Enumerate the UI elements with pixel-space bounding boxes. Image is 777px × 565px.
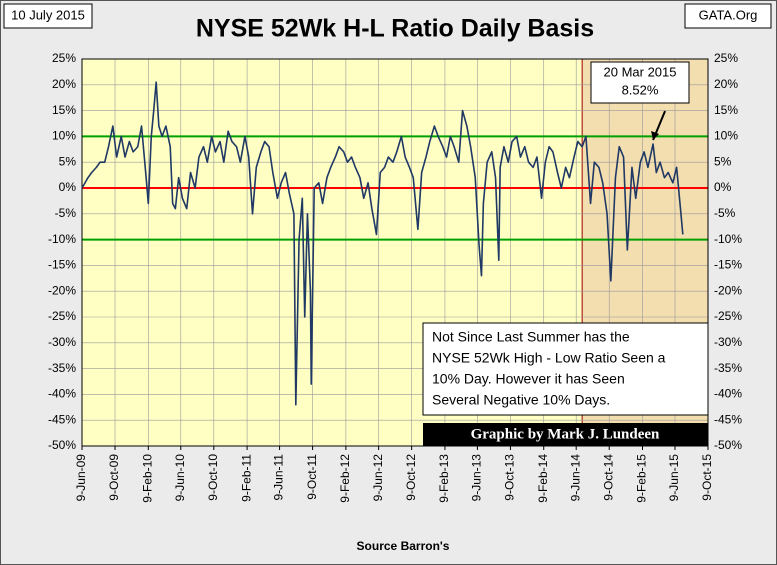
- y2-tick-label: -50%: [714, 438, 742, 452]
- annotation-box: [590, 61, 690, 104]
- y2-tick-label: 5%: [714, 154, 732, 168]
- x-tick-label: 9-Jun-09: [74, 454, 88, 502]
- credit-text: Graphic by Mark J. Lundeen: [471, 426, 660, 442]
- x-tick-label: 9-Feb-13: [437, 454, 451, 503]
- annotation-text: 20 Mar 2015: [604, 64, 677, 79]
- x-tick-label: 9-Oct-13: [503, 454, 517, 501]
- y-tick-label: -40%: [48, 387, 76, 401]
- y-tick-label: 0%: [59, 180, 77, 194]
- x-tick-label: 9-Jun-15: [667, 454, 681, 502]
- y-tick-label: 5%: [59, 154, 77, 168]
- credit-box: [423, 423, 708, 446]
- y2-tick-label: -25%: [714, 309, 742, 323]
- y-tick-label: 25%: [52, 51, 76, 65]
- x-tick-label: 9-Feb-15: [635, 454, 649, 503]
- y2-tick-label: -40%: [714, 387, 742, 401]
- y2-tick-label: 10%: [714, 129, 738, 143]
- site-box: [684, 3, 772, 29]
- y2-tick-label: -30%: [714, 335, 742, 349]
- y-tick-label: -35%: [48, 361, 76, 375]
- note-text: 10% Day. However it has Seen: [432, 371, 625, 387]
- y-tick-label: -10%: [48, 232, 76, 246]
- data-line: [81, 81, 684, 406]
- date-label: 10 July 2015: [11, 7, 85, 22]
- y-tick-label: -25%: [48, 309, 76, 323]
- y2-tick-label: 20%: [714, 77, 738, 91]
- note-box: [422, 322, 709, 416]
- site-label: GATA.Org: [699, 7, 758, 22]
- y-tick-label: -45%: [48, 412, 76, 426]
- x-tick-label: 9-Feb-10: [140, 454, 154, 503]
- chart-title: NYSE 52Wk H-L Ratio Daily Basis: [196, 15, 594, 43]
- y-tick-label: 20%: [52, 77, 76, 91]
- y-tick-label: -15%: [48, 258, 76, 272]
- y-tick-label: -20%: [48, 283, 76, 297]
- y2-tick-label: -5%: [714, 206, 736, 220]
- x-tick-label: 9-Oct-14: [601, 454, 615, 501]
- plot-border: [81, 58, 709, 447]
- y2-tick-label: -10%: [714, 232, 742, 246]
- x-tick-label: 9-Feb-14: [536, 454, 550, 503]
- x-axis-label: Source Barron's: [357, 539, 450, 553]
- x-tick-label: 9-Oct-09: [107, 454, 121, 501]
- x-tick-label: 9-Feb-11: [239, 454, 253, 502]
- y2-tick-label: -45%: [714, 412, 742, 426]
- note-text: Not Since Last Summer has the: [432, 329, 630, 345]
- x-tick-label: 9-Feb-12: [338, 454, 352, 503]
- date-box: [3, 3, 93, 29]
- y2-tick-label: -15%: [714, 258, 742, 272]
- y2-tick-label: 25%: [714, 51, 738, 65]
- y-tick-label: -50%: [48, 438, 76, 452]
- y-tick-label: 10%: [52, 129, 76, 143]
- annotation-arrowhead: [651, 131, 660, 141]
- x-tick-label: 9-Jun-12: [371, 454, 385, 502]
- y2-tick-label: 0%: [714, 180, 732, 194]
- y-tick-label: 15%: [52, 103, 76, 117]
- x-tick-label: 9-Jun-10: [173, 454, 187, 502]
- x-tick-label: 9-Oct-15: [700, 454, 714, 501]
- annotation-text: 8.52%: [622, 82, 659, 97]
- y-tick-label: -30%: [48, 335, 76, 349]
- x-tick-label: 9-Oct-11: [305, 454, 319, 500]
- y2-tick-label: 15%: [714, 103, 738, 117]
- y2-tick-label: -35%: [714, 361, 742, 375]
- x-tick-label: 9-Jun-14: [568, 454, 582, 502]
- note-text: NYSE 52Wk High - Low Ratio Seen a: [432, 350, 666, 366]
- x-tick-label: 9-Oct-12: [404, 454, 418, 501]
- x-tick-label: 9-Jun-11: [272, 454, 286, 501]
- x-tick-label: 9-Oct-10: [206, 454, 220, 501]
- x-tick-label: 9-Jun-13: [470, 454, 484, 502]
- y2-tick-label: -20%: [714, 283, 742, 297]
- note-text: Several Negative 10% Days.: [432, 392, 610, 408]
- y-tick-label: -5%: [55, 206, 77, 220]
